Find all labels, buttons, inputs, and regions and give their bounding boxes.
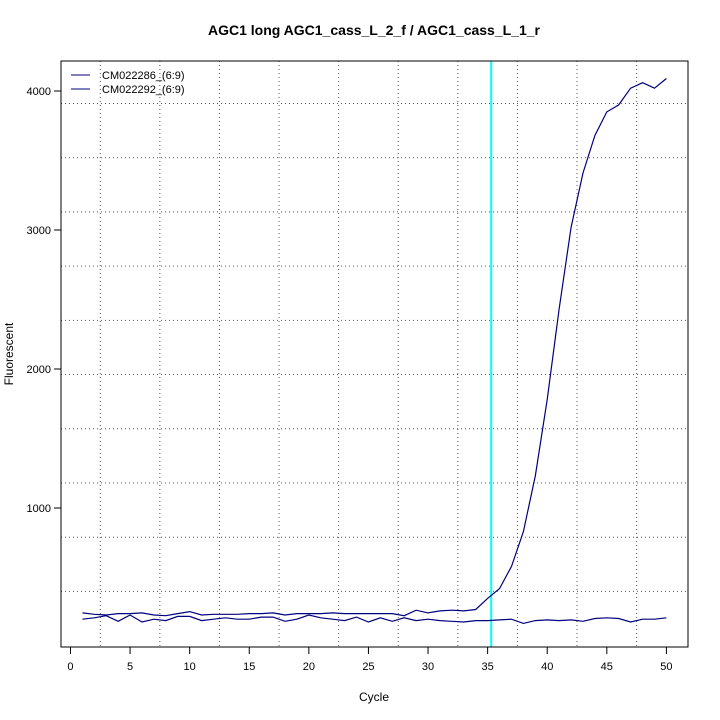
- chart-title: AGC1 long AGC1_cass_L_2_f / AGC1_cass_L_…: [208, 22, 541, 38]
- x-tick-label: 50: [660, 661, 672, 673]
- legend: CM022286_(6:9) CM022292_(6:9): [71, 70, 185, 96]
- x-tick-label: 35: [481, 661, 493, 673]
- y-tick-label: 4000: [27, 86, 51, 98]
- x-tick-label: 20: [303, 661, 315, 673]
- y-axis: 1000 2000 3000 4000: [27, 86, 61, 515]
- x-tick-label: 10: [184, 661, 196, 673]
- x-axis: 0 5 10 15 20 25 30 35 40 45 50: [67, 646, 673, 673]
- x-tick-label: 45: [601, 661, 613, 673]
- legend-label-1: CM022286_(6:9): [102, 70, 185, 82]
- series-line-2: [82, 78, 667, 617]
- y-axis-label: Fluorescent: [2, 322, 16, 385]
- y-tick-label: 2000: [27, 364, 51, 376]
- x-axis-label: Cycle: [359, 690, 389, 704]
- x-tick-label: 30: [422, 661, 434, 673]
- x-tick-label: 25: [362, 661, 374, 673]
- series-line-1: [82, 614, 667, 625]
- plot-frame: [60, 60, 689, 648]
- y-tick-label: 3000: [27, 225, 51, 237]
- grid-lines: [61, 61, 688, 647]
- x-tick-label: 15: [243, 661, 255, 673]
- x-tick-label: 40: [541, 661, 553, 673]
- y-tick-label: 1000: [27, 503, 51, 515]
- x-tick-label: 5: [127, 661, 133, 673]
- x-tick-label: 0: [67, 661, 73, 673]
- series-layer: [82, 78, 667, 625]
- legend-label-2: CM022292_(6:9): [102, 84, 185, 96]
